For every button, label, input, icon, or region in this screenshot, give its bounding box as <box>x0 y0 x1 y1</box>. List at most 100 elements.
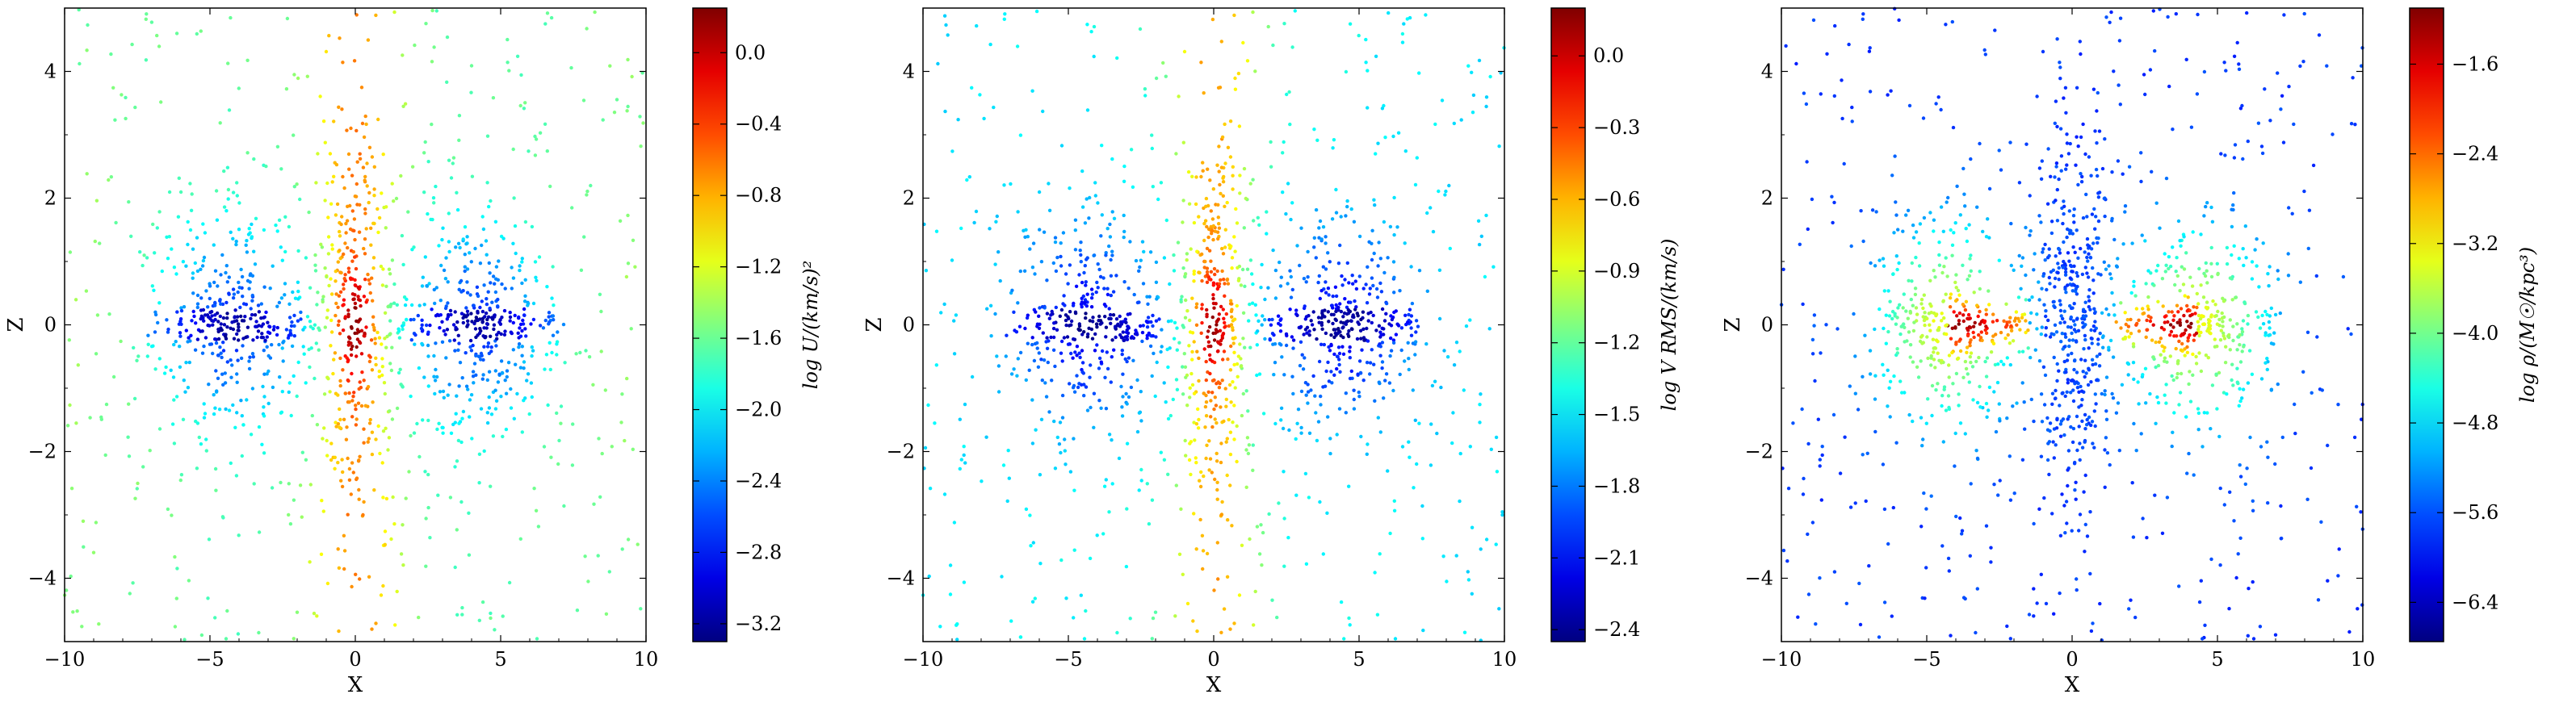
data-point <box>329 318 334 323</box>
data-point <box>1975 400 1980 405</box>
data-point <box>2008 454 2012 458</box>
data-point <box>1965 239 1970 244</box>
data-point <box>1312 236 1316 240</box>
data-point <box>2182 313 2186 318</box>
data-point <box>1946 556 1951 561</box>
data-point <box>521 318 525 323</box>
data-point <box>1818 458 1822 462</box>
data-point <box>2054 388 2058 393</box>
data-point <box>336 393 340 397</box>
data-point <box>2144 401 2148 405</box>
data-point <box>963 461 967 465</box>
data-point <box>503 329 507 333</box>
data-point <box>340 458 344 462</box>
data-point <box>1868 372 1873 376</box>
data-point <box>384 226 388 230</box>
data-point <box>471 343 475 348</box>
data-point <box>2157 340 2162 344</box>
data-point <box>1802 91 1806 95</box>
data-point <box>2349 122 2354 126</box>
data-point <box>2037 507 2041 511</box>
data-point <box>1223 122 1227 127</box>
data-point <box>2096 191 2100 195</box>
data-point <box>2153 48 2157 53</box>
data-point <box>2055 124 2059 129</box>
data-point <box>2067 344 2071 349</box>
data-point <box>2009 221 2013 226</box>
data-point <box>1300 353 1304 357</box>
data-point <box>1312 328 1316 332</box>
data-point <box>523 220 528 224</box>
data-point <box>1892 231 1896 235</box>
data-point <box>184 264 188 268</box>
data-point <box>1249 272 1254 276</box>
data-point <box>2104 436 2108 440</box>
data-point <box>485 326 489 330</box>
data-point <box>1893 154 1897 158</box>
data-point <box>417 366 422 370</box>
data-point <box>394 196 399 201</box>
data-point <box>1963 204 1967 208</box>
data-point <box>1247 319 1251 323</box>
data-point <box>226 197 230 201</box>
data-point <box>1364 37 1368 42</box>
data-point <box>2232 54 2237 59</box>
data-point <box>1364 282 1368 286</box>
data-point <box>942 492 947 496</box>
data-point <box>2043 373 2048 378</box>
data-point <box>2205 306 2210 310</box>
data-point <box>2197 351 2201 355</box>
data-point <box>2216 272 2220 277</box>
data-point <box>2185 303 2189 308</box>
data-point <box>2008 140 2012 144</box>
data-point <box>1248 182 1252 186</box>
data-point <box>1195 349 1199 353</box>
data-point <box>447 211 451 215</box>
data-point <box>353 283 357 287</box>
data-point <box>1944 408 1949 412</box>
data-point <box>974 209 979 214</box>
data-point <box>1239 365 1243 369</box>
data-point <box>2204 261 2208 266</box>
data-point <box>2238 463 2242 467</box>
data-point <box>2092 445 2096 450</box>
data-point <box>1450 441 1454 445</box>
data-point <box>1805 160 1809 164</box>
data-point <box>362 441 366 445</box>
data-point <box>1273 296 1278 300</box>
data-point <box>178 190 183 194</box>
data-point <box>2175 274 2180 278</box>
data-point <box>1207 277 1211 282</box>
data-point <box>1897 261 1901 266</box>
data-point <box>1987 408 1991 412</box>
data-point <box>346 358 350 362</box>
data-point <box>1199 174 1203 179</box>
data-point <box>1223 161 1227 165</box>
data-point <box>206 596 210 600</box>
data-point <box>2066 324 2070 329</box>
data-point <box>1919 302 1924 306</box>
data-point <box>2063 394 2067 399</box>
data-point <box>2247 587 2251 591</box>
data-point <box>73 298 78 302</box>
data-point <box>1415 156 1419 160</box>
data-point <box>1124 391 1128 396</box>
data-point <box>1910 261 1914 266</box>
data-point <box>1939 361 1944 365</box>
data-point <box>2008 320 2012 324</box>
data-point <box>1110 338 1114 342</box>
data-point <box>1125 402 1129 406</box>
data-point <box>591 383 595 387</box>
data-point <box>1974 449 1978 453</box>
data-point <box>2019 286 2023 291</box>
data-point <box>1215 497 1219 501</box>
data-point <box>1923 311 1927 315</box>
data-point <box>1953 431 1957 436</box>
data-point <box>2100 311 2104 315</box>
data-point <box>1112 216 1117 220</box>
data-point <box>2022 312 2027 316</box>
data-point <box>2014 310 2019 314</box>
data-point <box>1282 373 1286 377</box>
data-point <box>2209 245 2213 250</box>
data-point <box>2131 535 2136 539</box>
